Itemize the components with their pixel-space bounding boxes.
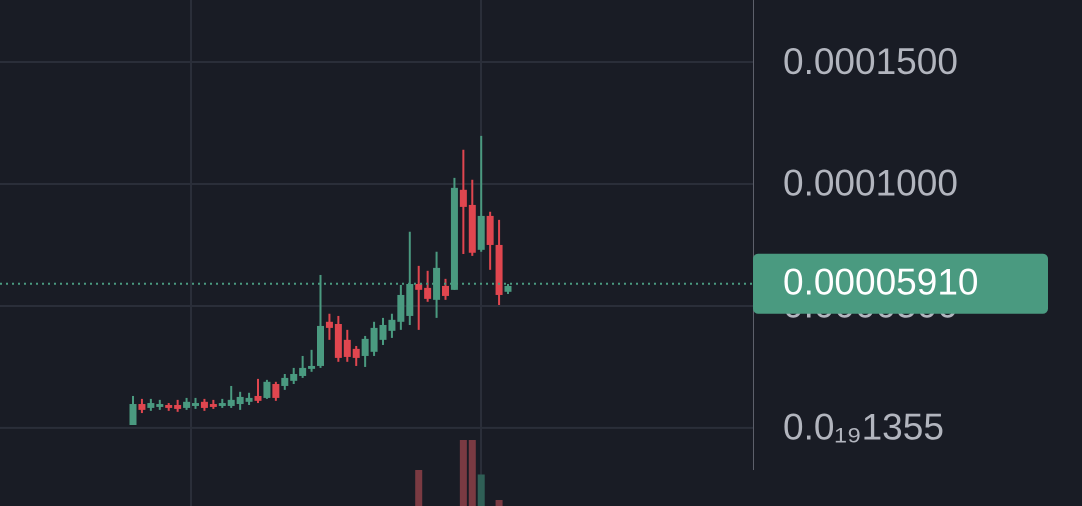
- candle-body: [165, 404, 173, 408]
- candle-body: [317, 325, 324, 366]
- candle-body: [486, 215, 494, 245]
- candle-body: [334, 323, 342, 358]
- candle-body: [227, 399, 235, 406]
- candle-body: [361, 338, 369, 356]
- candle-body: [174, 404, 182, 409]
- candle-body: [406, 283, 414, 316]
- candle-body: [459, 189, 467, 207]
- candle-body: [477, 215, 485, 250]
- candle-body: [343, 339, 351, 357]
- candle-body: [415, 283, 423, 290]
- last-price-label: 0.00005910: [783, 262, 978, 303]
- volume-bar: [477, 474, 485, 506]
- candle-body: [183, 401, 191, 408]
- candle-body: [218, 403, 226, 406]
- y-tick-label: 0.0001000: [783, 163, 958, 204]
- candle-body: [272, 384, 280, 398]
- y-tick-label: 0.0001500: [783, 41, 958, 82]
- candle-body: [236, 396, 244, 405]
- candle-body: [370, 327, 378, 352]
- volume-bar: [468, 440, 476, 506]
- candle-body: [263, 381, 271, 398]
- candle-body: [442, 285, 449, 296]
- candle-body: [388, 319, 396, 331]
- candle-body: [299, 367, 307, 376]
- candle-body: [308, 365, 316, 369]
- y-tick-label: 0.0₁₉1355: [783, 407, 944, 448]
- candle-body: [433, 267, 441, 300]
- volume-bar: [415, 470, 423, 506]
- candle-body: [424, 287, 432, 299]
- candle-body: [397, 294, 405, 322]
- volume-bar: [495, 500, 503, 506]
- candle-body: [325, 321, 333, 328]
- candle-body: [245, 397, 253, 402]
- candle-body: [200, 401, 208, 408]
- volume-bar: [459, 440, 467, 506]
- last-price-badge: [753, 253, 1048, 314]
- candle-body: [379, 324, 387, 340]
- candle-body: [468, 204, 476, 253]
- candle-body: [495, 244, 503, 295]
- candle-body: [504, 285, 512, 292]
- candle-body: [129, 404, 137, 426]
- candle-body: [450, 187, 458, 290]
- candle-body: [281, 377, 289, 386]
- candle-body: [192, 403, 199, 406]
- candle-body: [352, 348, 360, 358]
- candle-body: [147, 403, 155, 408]
- candle-body: [156, 404, 164, 407]
- candle-body: [138, 404, 146, 410]
- candle-body: [254, 395, 262, 401]
- candle-body: [290, 374, 298, 381]
- candle-body: [209, 404, 217, 407]
